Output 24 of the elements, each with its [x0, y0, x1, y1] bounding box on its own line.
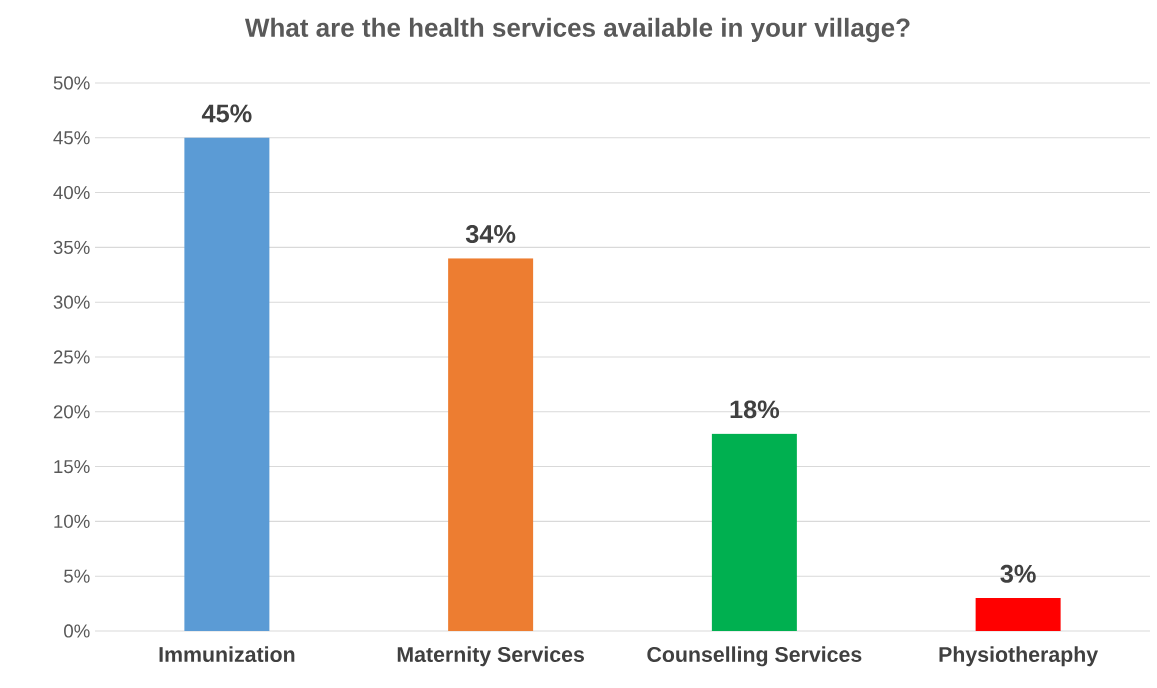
y-tick-label: 0%	[64, 624, 90, 638]
data-label: 3%	[1000, 564, 1036, 583]
x-tick-label: Counselling Services	[647, 646, 862, 667]
y-tick-label: 25%	[53, 350, 90, 364]
y-tick-label: 40%	[53, 185, 90, 200]
y-tick-label: 45%	[53, 131, 90, 145]
bar	[975, 598, 1061, 631]
data-label: 34%	[465, 225, 516, 243]
bar	[448, 258, 534, 631]
y-tick-label: 50%	[53, 76, 90, 90]
x-tick-label: Maternity Services	[397, 646, 584, 667]
data-label: 18%	[730, 400, 780, 419]
y-tick-label: 15%	[54, 460, 90, 474]
y-tick-label: 35%	[53, 240, 90, 255]
y-tick-label: 30%	[53, 295, 90, 309]
x-tick-label: Immunization	[159, 646, 295, 663]
y-tick-label: 10%	[54, 514, 90, 528]
x-tick-label: Physiotheraphy	[939, 646, 1099, 667]
data-label: 45%	[201, 104, 252, 123]
y-tick-label: 20%	[53, 405, 90, 419]
bar	[711, 433, 797, 631]
y-tick-label: 5%	[64, 569, 90, 583]
bar	[184, 137, 270, 631]
chart-title: What are the health services available in your village?	[244, 17, 910, 43]
